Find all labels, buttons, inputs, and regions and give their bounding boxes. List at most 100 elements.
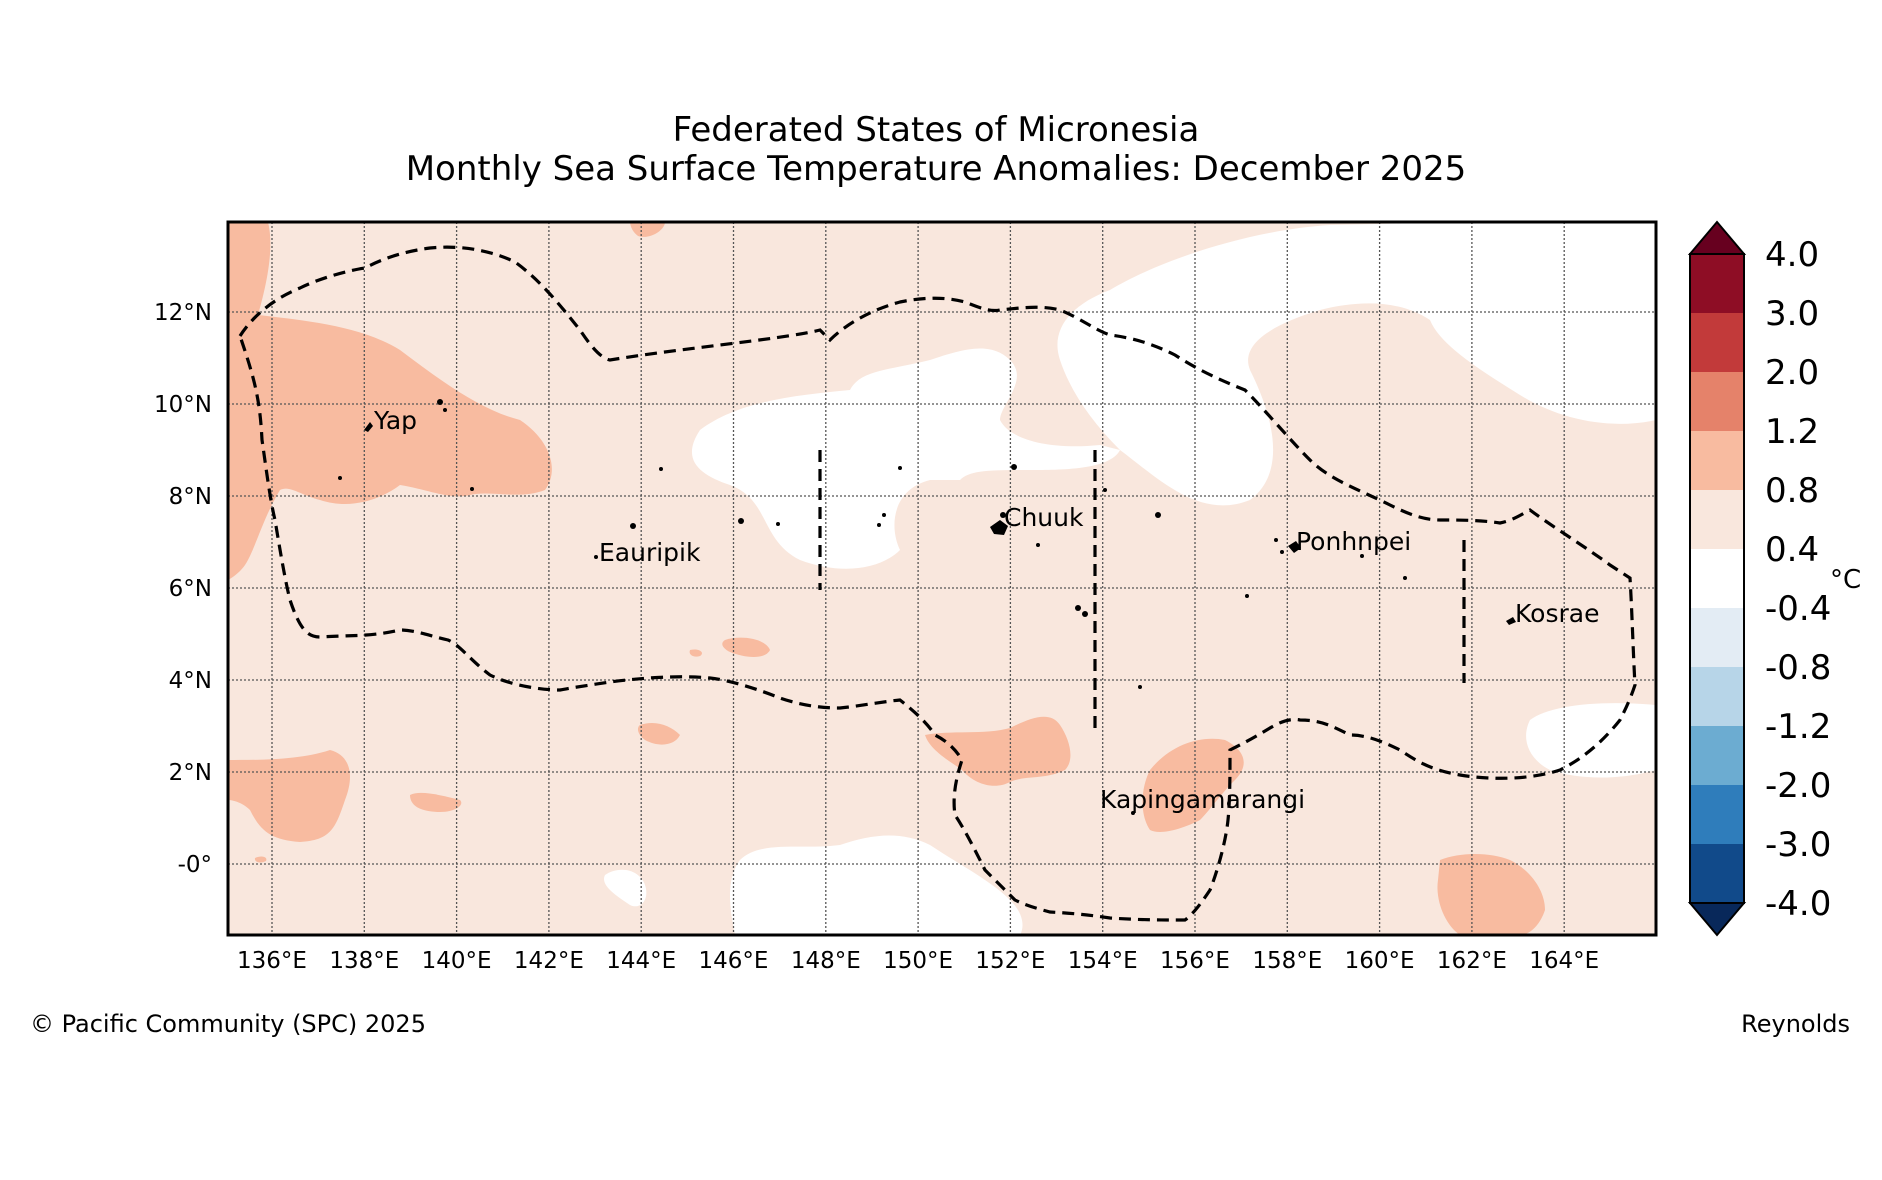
colorbar-segment [1690,490,1744,549]
warm-region-patch-2 [637,723,680,745]
colorbar-segment [1690,254,1744,313]
colorbar-tick-label: -3.0 [1765,825,1831,865]
colorbar-tick-label: 1.2 [1765,412,1819,452]
lon-tick-label: 150°E [883,948,953,974]
colorbar-segment [1690,844,1744,903]
lon-tick-label: 154°E [1068,948,1138,974]
atoll-dot [1000,512,1006,518]
colorbar-tick-label: -4.0 [1765,884,1831,924]
colorbar-segment [1690,431,1744,490]
colorbar-tick-label: 4.0 [1765,235,1819,275]
lon-tick-label: 136°E [237,948,307,974]
eez-outline [238,245,1637,922]
map-frame [226,220,1658,937]
colorbar-tick-label: 2.0 [1765,353,1819,393]
title-line-2: Monthly Sea Surface Temperature Anomalie… [406,149,1467,189]
lon-tick-label: 138°E [329,948,399,974]
atoll-dot [1245,594,1249,598]
atoll-dot [659,467,663,471]
warm-region-west-south [228,750,350,842]
atoll-dot [898,466,902,470]
colorbar-unit: °C [1830,565,1861,595]
lon-tick-label: 158°E [1252,948,1322,974]
lat-tick-label: -0° [178,852,212,878]
title-line-1: Federated States of Micronesia [673,110,1200,150]
colorbar-frame [1689,253,1745,904]
colorbar-extend-max [1687,220,1747,255]
colorbar-tick-label: -0.4 [1765,589,1831,629]
colorbar-segment [1690,313,1744,372]
atoll-dot [1011,464,1017,470]
atoll-dot [443,408,447,412]
atoll-dot [1103,488,1107,492]
map-panel: Yap Eauripik Chuuk Ponhnpei Kosrae Kapin… [228,222,1656,935]
lat-tick-label: 4°N [169,668,212,694]
graticule [228,222,1656,935]
atoll-dot [470,487,474,491]
atoll-dot [1036,543,1040,547]
neutral-anomaly-regions [604,222,1656,935]
lon-tick-label: 148°E [791,948,861,974]
place-label-yap: Yap [373,406,417,435]
atoll-dot [738,518,744,524]
lat-tick-label: 8°N [169,484,212,510]
warm-region-kapinga [1142,738,1244,832]
place-label-kosrae: Kosrae [1515,599,1599,628]
yap-island [364,422,373,432]
colorbar-tick-label: 3.0 [1765,294,1819,334]
lon-tick-label: 160°E [1345,948,1415,974]
colorbar-segment [1690,667,1744,726]
eauripik-atoll [594,555,598,559]
warm-region-patch-3 [722,637,770,657]
lon-tick-label: 164°E [1529,948,1599,974]
copyright-text: © Pacific Community (SPC) 2025 [30,1010,426,1038]
anomaly-base-field [228,222,1656,935]
data-source-text: Reynolds [1741,1010,1850,1038]
latitude-tick-labels: 12°N 10°N 8°N 6°N 4°N 2°N -0° [154,300,212,878]
pohnpei-island [1288,541,1301,553]
atoll-dot [776,522,780,526]
kosrae-island [1506,617,1516,625]
warm-region-patch-4 [689,649,702,657]
neutral-region-south [730,835,1023,935]
atoll-dot [1403,576,1407,580]
colorbar-tick-label: -2.0 [1765,766,1831,806]
atoll-dot [1360,554,1364,558]
neutral-region-southwest [604,869,647,907]
lon-tick-label: 146°E [699,948,769,974]
colorbar-tick-label: 0.8 [1765,471,1819,511]
atoll-dot [877,523,881,527]
atoll-dot [882,513,886,517]
place-label-kapingamarangi: Kapingamarangi [1100,785,1305,814]
lon-tick-label: 156°E [1160,948,1230,974]
atoll-dot [1280,550,1284,554]
place-labels: Yap Eauripik Chuuk Ponhnpei Kosrae Kapin… [373,406,1599,814]
colorbar-segment [1690,608,1744,667]
place-label-pohnpei: Ponhnpei [1296,527,1411,556]
atoll-dot [1075,605,1081,611]
lon-tick-label: 142°E [514,948,584,974]
atoll-dot [1138,685,1142,689]
eez-boundaries [238,245,1637,922]
lon-tick-label: 140°E [422,948,492,974]
atoll-dot [1155,512,1161,518]
lat-tick-label: 6°N [169,576,212,602]
warm-region-southeast [1437,854,1545,935]
lon-tick-label: 144°E [606,948,676,974]
atoll-dot [1274,538,1278,542]
place-label-eauripik: Eauripik [599,538,701,567]
warm-region-north-patch [630,222,665,237]
lat-tick-label: 2°N [169,760,212,786]
neutral-region-southeast [1526,703,1656,778]
warm-region-patch-1 [410,792,462,812]
warm-region-central-south [925,716,1071,786]
place-label-chuuk: Chuuk [1004,503,1084,532]
colorbar-tick-label: -1.2 [1765,707,1831,747]
colorbar: 4.0 3.0 2.0 1.2 0.8 0.4 -0.4 -0.8 -1.2 -2.0 -3.0 -4… [1687,220,1831,937]
lat-tick-label: 10°N [154,392,212,418]
longitude-tick-labels: 136°E 138°E 140°E 142°E 144°E 146°E 148°E 150°E… [237,948,1599,974]
colorbar-segment [1690,372,1744,431]
atoll-dot [630,523,636,529]
colorbar-segment [1690,785,1744,844]
